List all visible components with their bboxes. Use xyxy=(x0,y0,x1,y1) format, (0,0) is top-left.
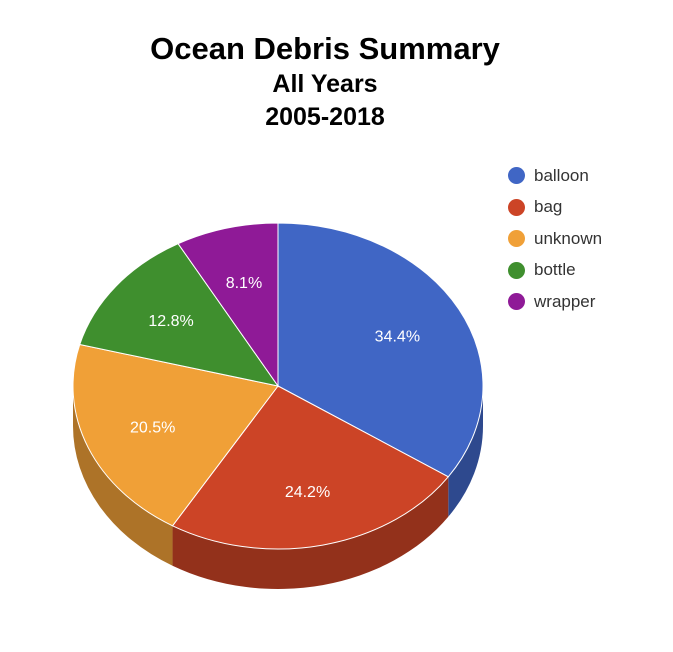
chart-title: Ocean Debris Summary xyxy=(150,31,500,66)
pie-slice-bag xyxy=(171,385,450,550)
chart-title-block: Ocean Debris Summary All Years 2005-2018 xyxy=(0,30,650,134)
pie-side-balloon xyxy=(448,386,483,517)
legend-label-bottle: bottle xyxy=(534,260,576,280)
chart-legend: balloon bag unknown bottle wrapper xyxy=(508,160,602,318)
pie-slice-unknown xyxy=(72,343,279,527)
legend-swatch-wrapper xyxy=(508,293,525,311)
legend-item-bag: bag xyxy=(508,192,602,224)
data-label-bottle: 12.8% xyxy=(148,313,193,330)
pie-slice-wrapper xyxy=(177,222,279,388)
pie-slice-balloon xyxy=(277,222,484,478)
legend-swatch-bottle xyxy=(508,261,525,279)
pie-side-bag xyxy=(172,476,449,589)
pie-slice-bottle xyxy=(79,243,280,387)
legend-item-balloon: balloon xyxy=(508,160,602,192)
legend-label-balloon: balloon xyxy=(534,165,589,185)
legend-item-bottle: bottle xyxy=(508,255,602,287)
chart-subtitle-line-2: 2005-2018 xyxy=(265,103,385,131)
legend-label-wrapper: wrapper xyxy=(534,291,596,311)
pie-data-labels: 34.4% 24.2% 20.5% 12.8% 8.1% xyxy=(130,275,420,501)
data-label-balloon: 34.4% xyxy=(375,328,420,345)
legend-swatch-balloon xyxy=(508,167,525,185)
legend-item-unknown: unknown xyxy=(508,223,602,255)
legend-swatch-bag xyxy=(508,198,525,216)
data-label-unknown: 20.5% xyxy=(130,420,175,437)
data-label-bag: 24.2% xyxy=(285,484,330,501)
chart-subtitle-line-1: All Years xyxy=(272,70,378,98)
legend-item-wrapper: wrapper xyxy=(508,286,602,318)
legend-label-bag: bag xyxy=(534,197,563,217)
legend-swatch-unknown xyxy=(508,230,525,248)
legend-label-unknown: unknown xyxy=(534,228,603,248)
pie-side-unknown xyxy=(73,386,173,566)
data-label-wrapper: 8.1% xyxy=(226,275,262,292)
pie-sides xyxy=(73,386,483,589)
pie-slices xyxy=(72,222,484,550)
